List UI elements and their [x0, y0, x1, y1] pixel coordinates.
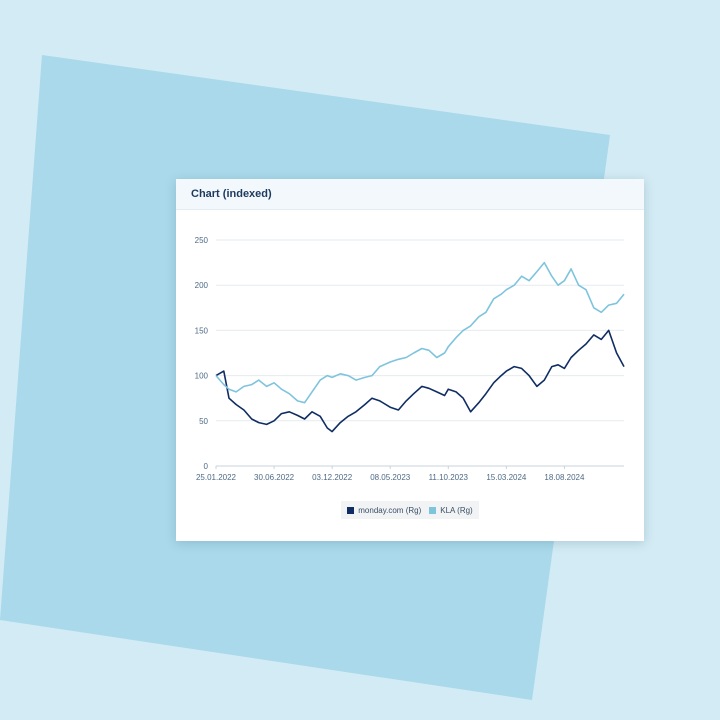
- legend-item-kla[interactable]: KLA (Rg): [429, 505, 473, 515]
- y-tick-label-50: 50: [199, 417, 208, 426]
- legend-label-monday: monday.com (Rg): [358, 505, 422, 515]
- x-tick-label-0: 25.01.2022: [196, 473, 237, 482]
- x-tick-label-4: 11.10.2023: [429, 473, 469, 482]
- legend-label-kla: KLA (Rg): [440, 505, 473, 515]
- series-line-monday: [215, 329, 625, 433]
- y-tick-label-250: 250: [195, 236, 209, 245]
- x-tick-label-5: 15.03.2024: [486, 473, 527, 482]
- x-tick-label-6: 18.08.2024: [544, 473, 585, 482]
- chart-legend: monday.com (Rg) KLA (Rg): [341, 501, 479, 519]
- x-tick-label-3: 08.05.2023: [370, 473, 411, 482]
- y-tick-label-200: 200: [195, 281, 209, 290]
- card-header: Chart (indexed): [176, 179, 644, 210]
- x-tick-label-1: 30.06.2022: [254, 473, 295, 482]
- y-tick-label-0: 0: [204, 462, 209, 471]
- legend-item-monday[interactable]: monday.com (Rg): [347, 506, 421, 515]
- chart-card: Chart (indexed) 0 50 100 150 200 250 25.01.202…: [176, 179, 644, 541]
- legend-swatch-monday: [347, 506, 355, 514]
- series-line-kla: [215, 261, 625, 404]
- legend-swatch-kla: [429, 506, 437, 514]
- line-chart: 0 50 100 150 200 250 25.01.2022 30.06.2022 03.12…: [195, 236, 625, 482]
- x-tick-label-2: 03.12.2022: [312, 473, 353, 482]
- y-tick-label-100: 100: [195, 372, 209, 381]
- card-title: Chart (indexed): [191, 188, 272, 200]
- y-tick-label-150: 150: [195, 326, 209, 335]
